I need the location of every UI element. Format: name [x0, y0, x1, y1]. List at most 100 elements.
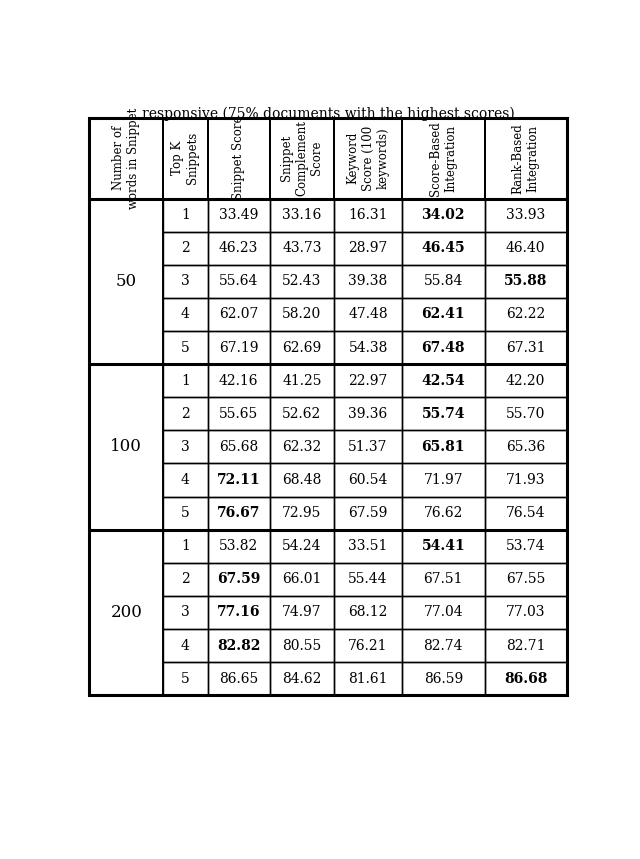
Bar — [269, 497, 334, 530]
Text: responsive (75% documents with the highest scores): responsive (75% documents with the highe… — [141, 107, 515, 121]
Bar — [334, 364, 402, 397]
Text: 55.44: 55.44 — [348, 572, 388, 587]
Bar — [269, 596, 334, 629]
Bar — [334, 662, 402, 695]
Text: 82.74: 82.74 — [424, 638, 463, 653]
Bar — [90, 118, 566, 695]
Text: 42.16: 42.16 — [219, 374, 259, 387]
Bar — [269, 397, 334, 430]
Text: 66.01: 66.01 — [282, 572, 322, 587]
Text: 33.51: 33.51 — [348, 539, 388, 553]
Bar — [90, 118, 163, 198]
Text: 77.04: 77.04 — [424, 606, 463, 619]
Bar — [269, 265, 334, 298]
Text: 84.62: 84.62 — [282, 672, 322, 685]
Text: 62.07: 62.07 — [219, 308, 259, 321]
Bar — [334, 397, 402, 430]
Text: Number of
words in Snippet: Number of words in Snippet — [112, 107, 140, 209]
Text: 54.24: 54.24 — [282, 539, 322, 553]
Text: 55.74: 55.74 — [422, 407, 465, 421]
Bar — [402, 530, 484, 563]
Bar — [269, 298, 334, 331]
Bar — [484, 430, 566, 464]
Bar — [402, 497, 484, 530]
Bar — [208, 232, 269, 265]
Bar — [163, 232, 208, 265]
Text: 4: 4 — [181, 638, 190, 653]
Text: 62.41: 62.41 — [422, 308, 465, 321]
Bar — [208, 629, 269, 662]
Text: 74.97: 74.97 — [282, 606, 322, 619]
Text: 76.62: 76.62 — [424, 506, 463, 520]
Text: 80.55: 80.55 — [282, 638, 322, 653]
Bar — [163, 298, 208, 331]
Text: 41.25: 41.25 — [282, 374, 322, 387]
Bar — [208, 397, 269, 430]
Text: 4: 4 — [181, 473, 190, 487]
Text: 54.41: 54.41 — [421, 539, 465, 553]
Bar — [269, 629, 334, 662]
Text: 53.82: 53.82 — [219, 539, 259, 553]
Text: 46.23: 46.23 — [219, 241, 259, 255]
Text: 51.37: 51.37 — [348, 440, 388, 454]
Bar — [334, 298, 402, 331]
Text: Snippet Score: Snippet Score — [232, 116, 245, 200]
Bar — [90, 530, 163, 695]
Text: 33.49: 33.49 — [219, 208, 259, 222]
Bar — [269, 530, 334, 563]
Text: 34.02: 34.02 — [422, 208, 465, 222]
Bar — [269, 563, 334, 596]
Bar — [484, 232, 566, 265]
Bar — [163, 265, 208, 298]
Bar — [484, 563, 566, 596]
Text: 42.20: 42.20 — [506, 374, 545, 387]
Bar — [484, 629, 566, 662]
Text: 46.40: 46.40 — [506, 241, 545, 255]
Text: 33.16: 33.16 — [282, 208, 322, 222]
Text: 62.22: 62.22 — [506, 308, 545, 321]
Bar — [269, 331, 334, 364]
Bar — [334, 629, 402, 662]
Bar — [163, 118, 208, 198]
Text: 82.71: 82.71 — [506, 638, 545, 653]
Text: 50: 50 — [116, 273, 137, 289]
Bar — [484, 364, 566, 397]
Bar — [163, 662, 208, 695]
Bar — [334, 198, 402, 232]
Bar — [208, 662, 269, 695]
Bar — [334, 331, 402, 364]
Bar — [484, 596, 566, 629]
Text: 42.54: 42.54 — [422, 374, 465, 387]
Bar — [208, 596, 269, 629]
Bar — [269, 364, 334, 397]
Text: 68.48: 68.48 — [282, 473, 322, 487]
Text: 65.81: 65.81 — [422, 440, 465, 454]
Bar — [208, 464, 269, 497]
Bar — [208, 118, 269, 198]
Bar — [269, 118, 334, 198]
Bar — [208, 563, 269, 596]
Bar — [484, 662, 566, 695]
Text: 86.68: 86.68 — [504, 672, 547, 685]
Bar — [163, 530, 208, 563]
Bar — [484, 198, 566, 232]
Bar — [163, 563, 208, 596]
Text: 67.59: 67.59 — [348, 506, 388, 520]
Text: 82.82: 82.82 — [217, 638, 260, 653]
Text: 55.84: 55.84 — [424, 274, 463, 289]
Text: 62.69: 62.69 — [282, 340, 322, 355]
Text: 1: 1 — [181, 374, 190, 387]
Bar — [334, 464, 402, 497]
Text: 55.65: 55.65 — [219, 407, 259, 421]
Bar — [402, 298, 484, 331]
Text: 2: 2 — [181, 572, 190, 587]
Bar — [334, 430, 402, 464]
Bar — [208, 265, 269, 298]
Text: 76.67: 76.67 — [217, 506, 260, 520]
Bar — [484, 464, 566, 497]
Text: 53.74: 53.74 — [506, 539, 545, 553]
Bar — [484, 530, 566, 563]
Text: 65.36: 65.36 — [506, 440, 545, 454]
Text: 71.93: 71.93 — [506, 473, 545, 487]
Bar — [484, 331, 566, 364]
